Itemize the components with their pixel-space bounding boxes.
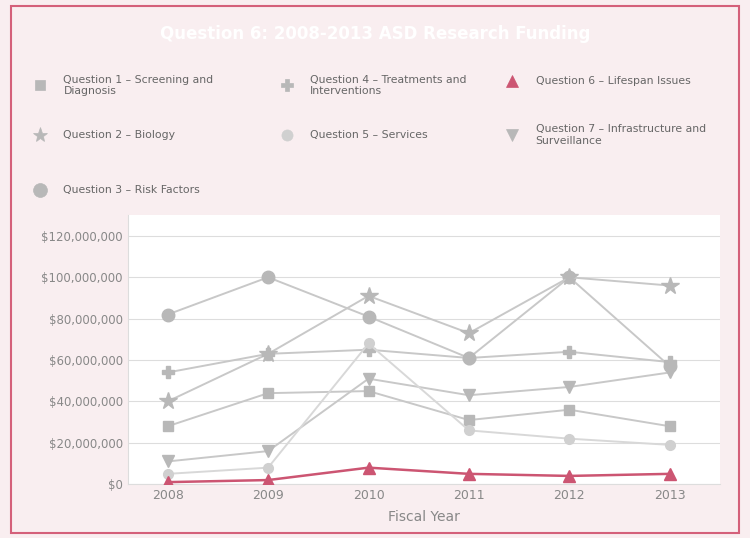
Text: Question 6 – Lifespan Issues: Question 6 – Lifespan Issues bbox=[536, 76, 691, 86]
Text: Question 4 – Treatments and
Interventions: Question 4 – Treatments and Intervention… bbox=[310, 75, 466, 96]
Text: Question 2 – Biology: Question 2 – Biology bbox=[64, 130, 176, 140]
Text: Question 3 – Risk Factors: Question 3 – Risk Factors bbox=[64, 185, 200, 195]
X-axis label: Fiscal Year: Fiscal Year bbox=[388, 511, 460, 525]
Text: Question 5 – Services: Question 5 – Services bbox=[310, 130, 428, 140]
Text: Question 7 – Infrastructure and
Surveillance: Question 7 – Infrastructure and Surveill… bbox=[536, 124, 706, 145]
Text: Question 6: 2008-2013 ASD Research Funding: Question 6: 2008-2013 ASD Research Fundi… bbox=[160, 25, 590, 44]
Text: Question 1 – Screening and
Diagnosis: Question 1 – Screening and Diagnosis bbox=[64, 75, 214, 96]
